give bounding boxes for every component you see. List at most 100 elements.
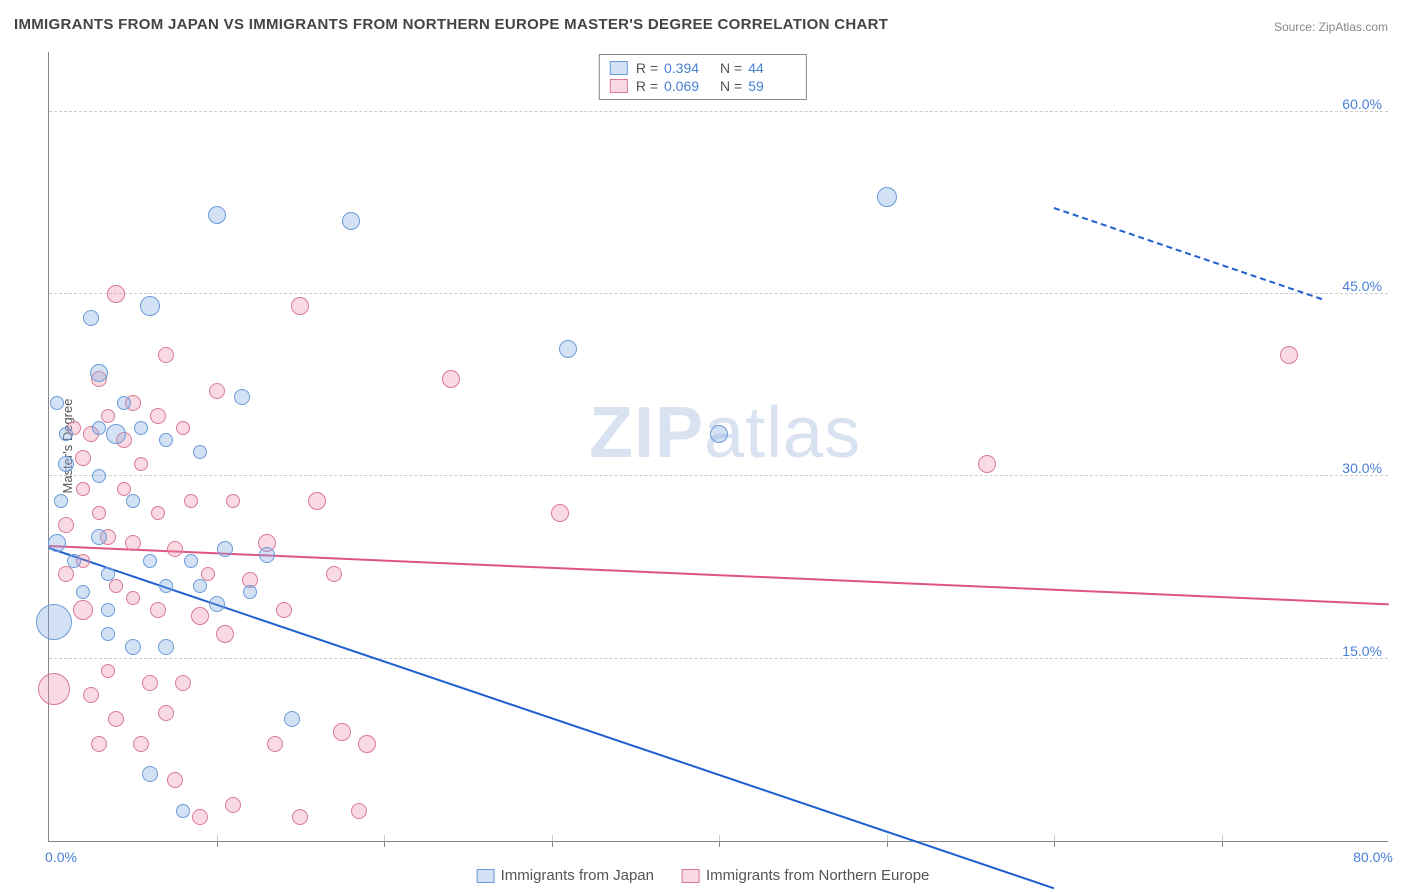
data-point-neurope (326, 566, 342, 582)
swatch-japan (610, 61, 628, 75)
data-point-japan (284, 711, 300, 727)
data-point-japan (92, 421, 106, 435)
data-point-neurope (167, 541, 183, 557)
data-point-japan (159, 433, 173, 447)
gridline-v (1054, 835, 1055, 841)
data-point-neurope (134, 457, 148, 471)
gridline-h (49, 475, 1388, 476)
trend-line (1054, 207, 1323, 300)
data-point-neurope (92, 506, 106, 520)
data-point-neurope (978, 455, 996, 473)
data-point-japan (259, 547, 275, 563)
data-point-neurope (75, 450, 91, 466)
data-point-neurope (358, 735, 376, 753)
data-point-japan (243, 585, 257, 599)
data-point-japan (50, 396, 64, 410)
swatch-japan-icon (477, 869, 495, 883)
data-point-neurope (109, 579, 123, 593)
chart-title: IMMIGRANTS FROM JAPAN VS IMMIGRANTS FROM… (14, 16, 888, 33)
data-point-japan (126, 494, 140, 508)
data-point-neurope (292, 809, 308, 825)
x-minor-tick (217, 841, 218, 847)
gridline-h (49, 658, 1388, 659)
data-point-neurope (133, 736, 149, 752)
data-point-neurope (150, 408, 166, 424)
gridline-v (217, 835, 218, 841)
gridline-v (887, 835, 888, 841)
x-minor-tick (552, 841, 553, 847)
gridline-v (552, 835, 553, 841)
data-point-japan (36, 604, 72, 640)
data-point-neurope (225, 797, 241, 813)
data-point-japan (76, 585, 90, 599)
data-point-neurope (291, 297, 309, 315)
legend-item-neurope: Immigrants from Northern Europe (682, 867, 929, 884)
data-point-japan (90, 364, 108, 382)
data-point-neurope (216, 625, 234, 643)
gridline-v (719, 835, 720, 841)
data-point-japan (106, 424, 126, 444)
data-point-japan (342, 212, 360, 230)
data-point-neurope (125, 535, 141, 551)
data-point-neurope (58, 517, 74, 533)
data-point-neurope (184, 494, 198, 508)
data-point-neurope (191, 607, 209, 625)
data-point-japan (59, 427, 73, 441)
legend-series: Immigrants from Japan Immigrants from No… (477, 867, 930, 884)
gridline-h (49, 111, 1388, 112)
gridline-v (384, 835, 385, 841)
x-tick-label: 80.0% (1353, 849, 1393, 865)
data-point-neurope (83, 687, 99, 703)
data-point-neurope (308, 492, 326, 510)
data-point-japan (559, 340, 577, 358)
data-point-neurope (150, 602, 166, 618)
data-point-neurope (1280, 346, 1298, 364)
data-point-japan (176, 804, 190, 818)
data-point-japan (193, 445, 207, 459)
data-point-japan (142, 766, 158, 782)
data-point-neurope (126, 591, 140, 605)
data-point-japan (54, 494, 68, 508)
data-point-japan (101, 603, 115, 617)
y-tick-label: 60.0% (1342, 96, 1382, 112)
y-tick-label: 30.0% (1342, 460, 1382, 476)
data-point-japan (91, 529, 107, 545)
data-point-japan (209, 596, 225, 612)
data-point-japan (143, 554, 157, 568)
x-minor-tick (1054, 841, 1055, 847)
data-point-neurope (333, 723, 351, 741)
data-point-japan (83, 310, 99, 326)
x-minor-tick (719, 841, 720, 847)
data-point-japan (48, 534, 66, 552)
n-label: N = (720, 78, 742, 94)
r-value-neurope: 0.069 (664, 78, 712, 94)
data-point-neurope (158, 347, 174, 363)
data-point-neurope (101, 409, 115, 423)
data-point-japan (134, 421, 148, 435)
data-point-japan (234, 389, 250, 405)
watermark-zip: ZIP (589, 393, 704, 473)
data-point-japan (158, 639, 174, 655)
data-point-japan (140, 296, 160, 316)
data-point-neurope (351, 803, 367, 819)
data-point-neurope (108, 711, 124, 727)
data-point-japan (58, 456, 74, 472)
data-point-neurope (176, 421, 190, 435)
scatter-plot: ZIPatlas 15.0%30.0%45.0%60.0%0.0%80.0% (48, 52, 1388, 842)
data-point-neurope (226, 494, 240, 508)
data-point-neurope (267, 736, 283, 752)
data-point-neurope (158, 705, 174, 721)
legend-label-japan: Immigrants from Japan (501, 867, 654, 884)
data-point-japan (184, 554, 198, 568)
x-minor-tick (1222, 841, 1223, 847)
swatch-neurope (610, 79, 628, 93)
data-point-neurope (192, 809, 208, 825)
data-point-neurope (101, 664, 115, 678)
x-minor-tick (384, 841, 385, 847)
data-point-neurope (167, 772, 183, 788)
data-point-japan (117, 396, 131, 410)
r-value-japan: 0.394 (664, 60, 712, 76)
data-point-neurope (551, 504, 569, 522)
legend-item-japan: Immigrants from Japan (477, 867, 654, 884)
data-point-neurope (73, 600, 93, 620)
